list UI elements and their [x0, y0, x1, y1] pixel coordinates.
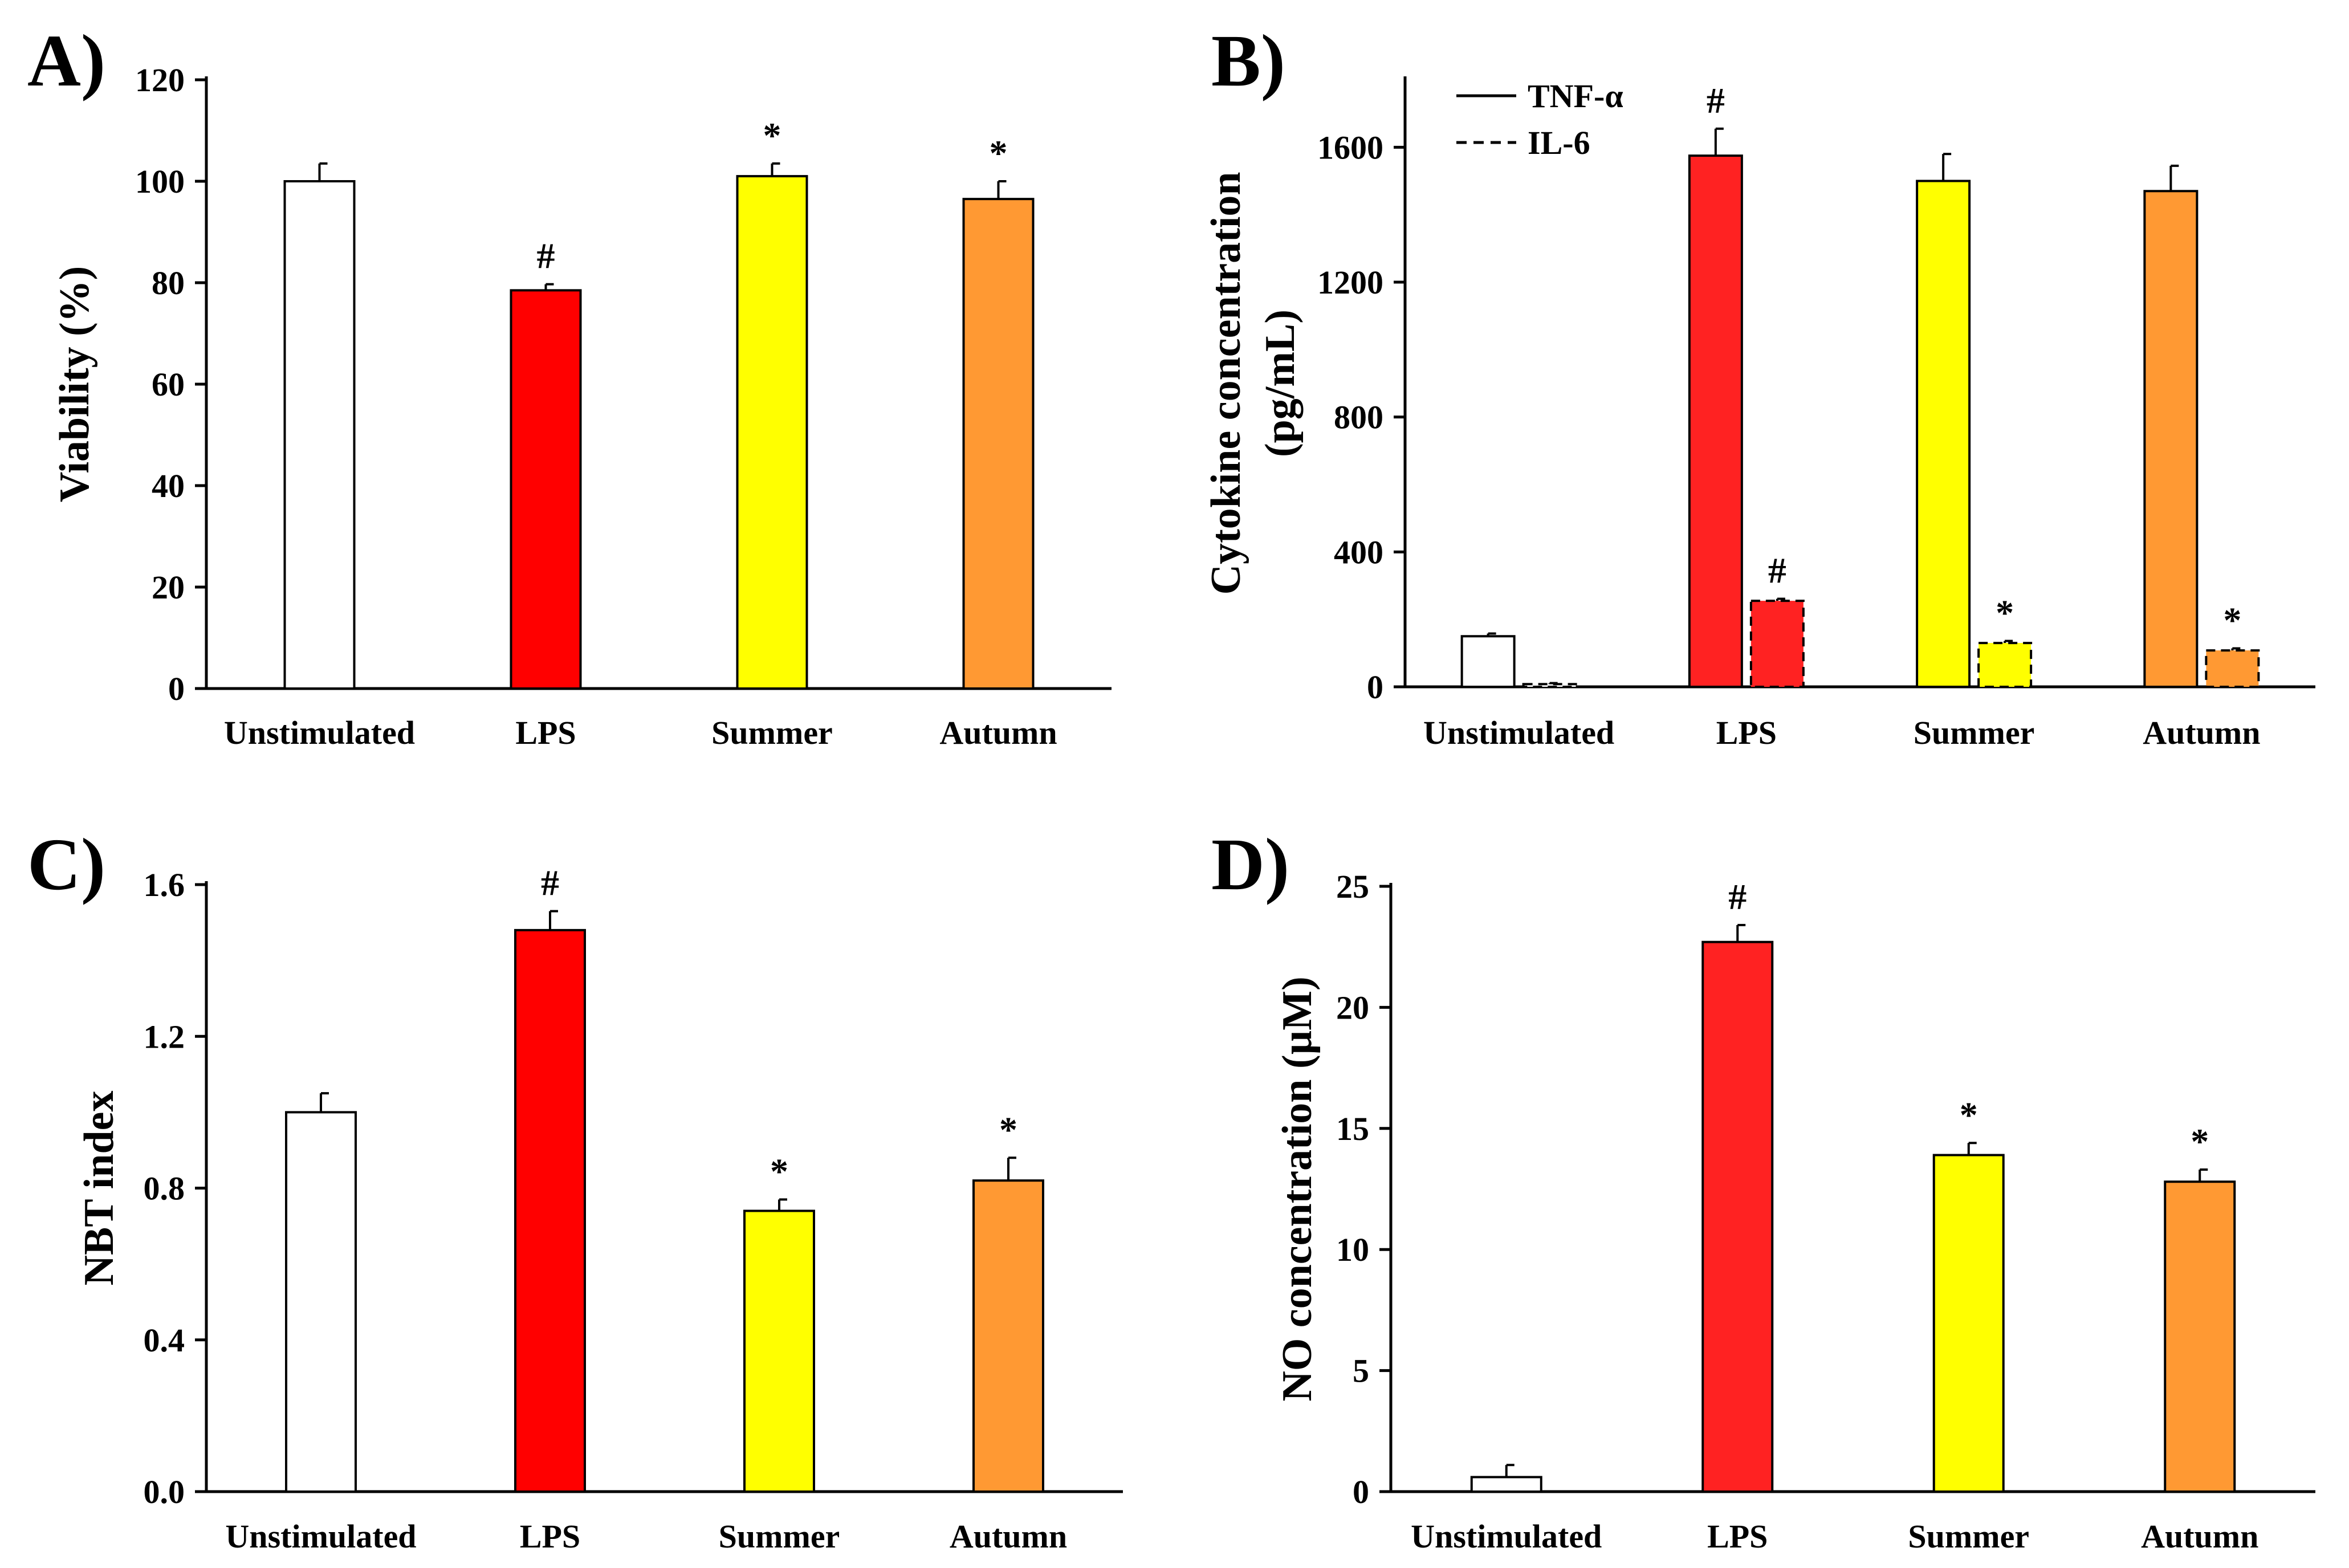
bar — [1916, 180, 1971, 688]
y-tick-label: 0 — [1367, 669, 1383, 706]
bar — [1470, 1476, 1542, 1493]
y-tick-label: 1600 — [1317, 129, 1383, 166]
y-tick-label: 0.4 — [144, 1322, 185, 1359]
y-tick-label: 60 — [152, 366, 185, 403]
category-label: Autumn — [2141, 1518, 2258, 1555]
y-tick-label: 0.0 — [144, 1473, 185, 1510]
y-tick-label: 25 — [1336, 868, 1369, 905]
y-tick-label: 80 — [152, 264, 185, 302]
bar — [285, 1111, 357, 1493]
y-tick-label: 0 — [1353, 1473, 1369, 1510]
bar — [1522, 683, 1577, 689]
significance-mark: # — [1728, 877, 1747, 917]
legend-label: TNF-α — [1528, 78, 1623, 115]
bar — [283, 180, 356, 690]
significance-mark: * — [1960, 1094, 1978, 1135]
y-tick-label: 20 — [152, 569, 185, 606]
bar — [1460, 635, 1516, 688]
panel-letter: D) — [1211, 824, 1289, 906]
y-tick-label: 15 — [1336, 1110, 1369, 1147]
category-label: Summer — [1914, 714, 2035, 751]
category-label: LPS — [520, 1518, 580, 1555]
bar — [736, 175, 808, 690]
y-tick-label: 0.8 — [144, 1170, 185, 1207]
legend-label: IL-6 — [1528, 124, 1590, 161]
significance-mark: * — [999, 1109, 1017, 1150]
panel-3: D) NO concentration (µM) 0 5 10 15 20 25 Unstimu… — [1211, 824, 2315, 1555]
significance-mark: * — [763, 115, 781, 156]
panel-2: C) NBT index 0.0 0.4 0.8 1.2 1.6 Unstimulated LP… — [27, 824, 1123, 1555]
bar — [1701, 940, 1774, 1493]
category-label: Autumn — [939, 714, 1057, 751]
significance-mark: * — [2223, 600, 2241, 641]
panel-0: A) Viability (%) 0 20 40 60 80 100 120 Unstimulat… — [27, 20, 1112, 751]
y-tick-label: 40 — [152, 467, 185, 504]
bar — [1688, 154, 1743, 688]
panel-letter: B) — [1211, 20, 1285, 102]
category-label: LPS — [1707, 1518, 1768, 1555]
y-tick-label: 1.2 — [144, 1018, 185, 1055]
y-tick-label: 120 — [135, 62, 185, 99]
category-label: LPS — [515, 714, 576, 751]
category-label: Unstimulated — [1411, 1518, 1602, 1555]
y-axis-title-units: (pg/mL) — [1257, 309, 1304, 457]
category-label: Autumn — [950, 1518, 1067, 1555]
bar — [1749, 600, 1805, 688]
y-axis-title: NO concentration (µM) — [1274, 976, 1321, 1401]
panel-letter: C) — [27, 824, 105, 906]
y-tick-label: 20 — [1336, 989, 1369, 1026]
y-axis-title: Viability (%) — [51, 266, 98, 503]
y-tick-label: 0 — [168, 670, 185, 707]
y-tick-label: 400 — [1334, 533, 1383, 571]
significance-mark: # — [541, 863, 559, 903]
category-label: Unstimulated — [225, 1518, 416, 1555]
y-tick-label: 800 — [1334, 399, 1383, 436]
category-label: Unstimulated — [224, 714, 415, 751]
bar — [962, 198, 1035, 690]
bar — [743, 1209, 815, 1493]
significance-mark: # — [537, 236, 555, 276]
significance-mark: # — [1707, 80, 1725, 121]
y-axis-title: Cytokine concentration — [1203, 172, 1249, 595]
y-tick-label: 100 — [135, 163, 185, 200]
y-tick-label: 1200 — [1317, 264, 1383, 301]
y-tick-label: 5 — [1353, 1353, 1369, 1390]
y-tick-label: 10 — [1336, 1231, 1369, 1268]
bar — [514, 928, 586, 1493]
category-label: Autumn — [2143, 714, 2260, 751]
significance-mark: * — [2191, 1121, 2209, 1162]
category-label: Summer — [711, 714, 833, 751]
y-tick-label: 1.6 — [144, 866, 185, 903]
bar — [2205, 649, 2260, 688]
panel-letter: A) — [27, 20, 105, 102]
bar — [1932, 1154, 2005, 1493]
y-axis-title: NBT index — [76, 1090, 123, 1285]
significance-mark: * — [990, 133, 1008, 173]
bar — [510, 289, 582, 690]
category-label: LPS — [1716, 714, 1777, 751]
category-label: Unstimulated — [1423, 714, 1614, 751]
bar — [2164, 1180, 2236, 1493]
bar — [2143, 190, 2199, 688]
panels: A)Viability (%)020406080100120Unstimulat… — [27, 20, 2315, 1555]
significance-mark: # — [1768, 551, 1786, 591]
significance-mark: * — [1996, 593, 2014, 633]
panel-1: B) Cytokine concentration (pg/mL) 0 400 800 12… — [1203, 20, 2315, 751]
bar — [1977, 642, 2033, 689]
significance-mark: * — [770, 1151, 788, 1191]
category-label: Summer — [719, 1518, 840, 1555]
category-label: Summer — [1908, 1518, 2029, 1555]
bar — [972, 1179, 1044, 1493]
